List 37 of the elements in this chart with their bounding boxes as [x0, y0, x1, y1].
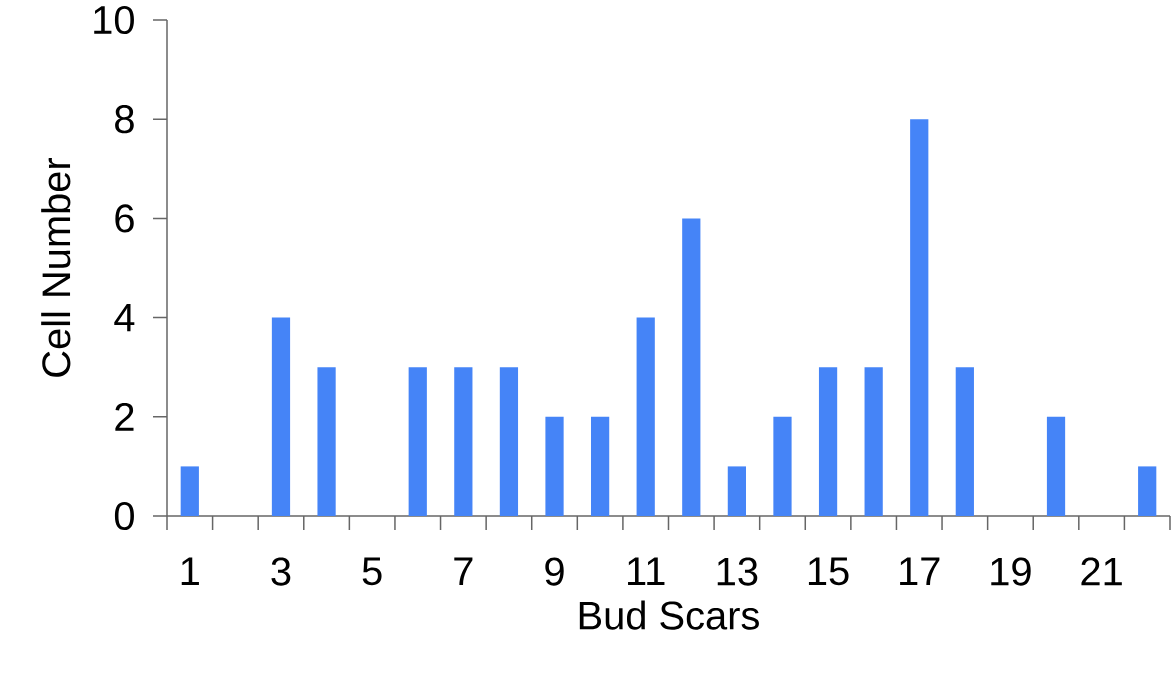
bar — [864, 367, 883, 516]
y-tick-label: 2 — [115, 402, 134, 431]
y-tick-label: 4 — [114, 303, 135, 332]
x-tick-label: 1 — [181, 557, 199, 585]
x-axis-title: Bud Scars — [579, 600, 759, 630]
x-tick-label: 17 — [900, 557, 940, 585]
bar — [727, 466, 746, 516]
x-tick-label: 13 — [717, 557, 758, 586]
x-tick-label: 5 — [362, 557, 382, 586]
x-tick-label: 3 — [271, 557, 291, 586]
x-tick-label: 19 — [991, 557, 1031, 586]
y-tick-label: 0 — [114, 501, 134, 531]
bar — [590, 416, 610, 516]
bar — [317, 367, 336, 516]
bar — [1138, 466, 1157, 516]
x-tick-label: 15 — [808, 557, 849, 586]
bar — [180, 466, 199, 516]
bar — [271, 317, 291, 516]
bar — [955, 367, 974, 516]
y-tick-label: 8 — [115, 105, 134, 134]
bar — [545, 416, 564, 516]
x-tick-label: 9 — [545, 557, 564, 586]
bar — [1046, 416, 1066, 516]
bar — [818, 367, 838, 516]
y-tick-label: 10 — [94, 5, 134, 35]
x-tick-label: 7 — [454, 557, 473, 585]
bar — [682, 218, 701, 516]
bar — [910, 119, 929, 516]
bar — [636, 317, 655, 516]
x-tick-label: 11 — [628, 557, 665, 585]
bar — [454, 367, 473, 516]
bar — [408, 367, 427, 516]
bar — [499, 367, 519, 516]
bar — [773, 416, 792, 516]
x-tick-label: 21 — [1081, 557, 1122, 586]
y-tick-label: 6 — [115, 204, 134, 233]
y-axis-title: Cell Number — [41, 158, 71, 377]
